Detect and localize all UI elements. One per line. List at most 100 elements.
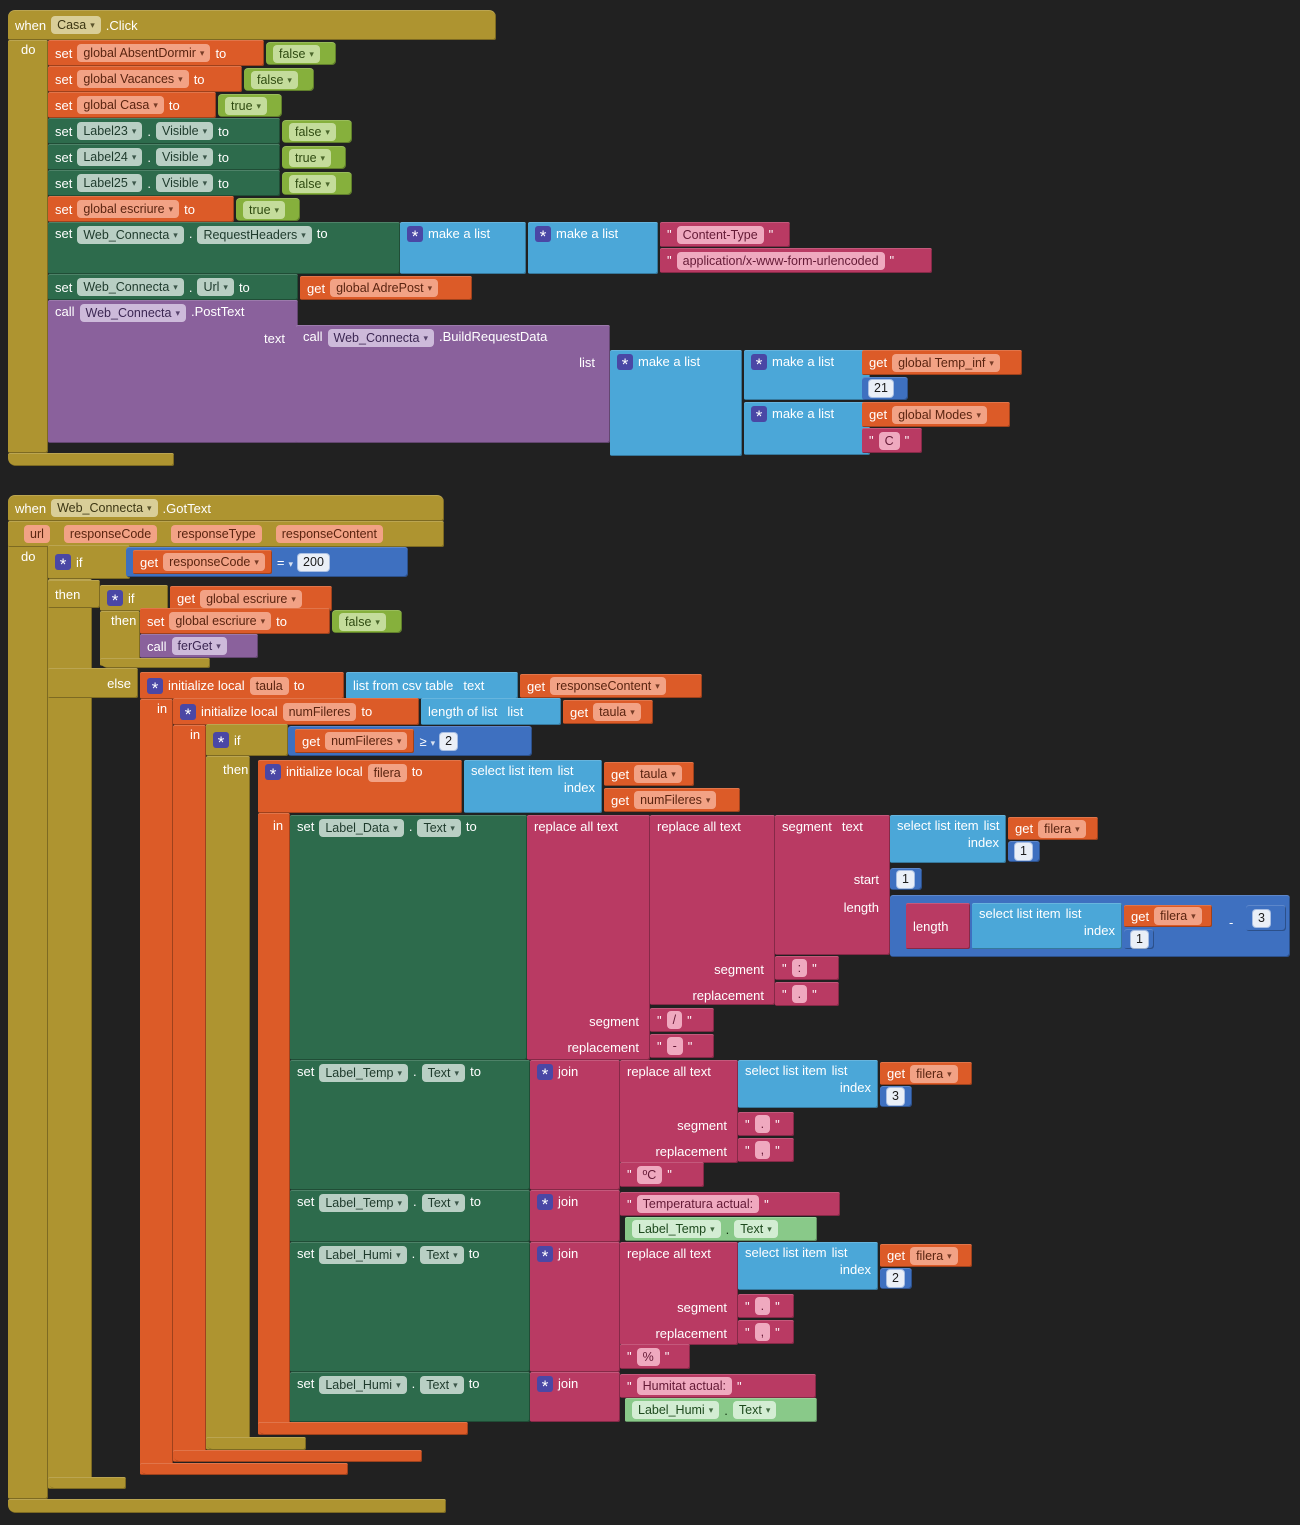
mutator-icon[interactable] [107, 590, 123, 606]
get-labeltemp-text-block[interactable]: Label_Temp . Text [625, 1217, 817, 1241]
param-responsetype[interactable]: responseType [171, 525, 262, 543]
var-dropdown-modes[interactable]: global Modes [892, 405, 987, 424]
false-value-block[interactable]: false [282, 172, 352, 195]
number-2[interactable]: 2 [440, 732, 458, 750]
prop-dropdown-text[interactable]: Text [732, 1401, 777, 1419]
set-labeltemp-text-block[interactable]: set Label_Temp . Text to [290, 1190, 530, 1242]
string-content-type-block[interactable]: " Content-Type " [660, 222, 790, 247]
number-3-block[interactable]: 3 [1246, 905, 1286, 931]
join-block[interactable]: join [530, 1372, 620, 1422]
call-ferget-block[interactable]: call ferGet [140, 634, 258, 658]
string-value[interactable]: C [878, 431, 900, 450]
set-global-escriure-block[interactable]: set global escriure to [48, 196, 234, 222]
select-list-item-block[interactable]: select list item list index [738, 1060, 878, 1108]
var-dropdown-filera[interactable]: filera [1038, 819, 1086, 838]
var-dropdown-numfileres[interactable]: numFileres [634, 791, 717, 809]
init-local-taula-block[interactable]: initialize local taula to [140, 672, 344, 699]
replace-all-text-block[interactable]: replace all text [620, 1060, 738, 1163]
string-urlencoded-block[interactable]: " application/x-www-form-urlencoded " [660, 248, 932, 273]
init-numfileres-column[interactable] [173, 725, 206, 1462]
string-value[interactable]: application/x-www-form-urlencoded [676, 251, 885, 270]
replace-all-text-outer-block[interactable]: replace all text [527, 815, 650, 1060]
string-value[interactable]: . [791, 985, 808, 1003]
false-dropdown[interactable]: false [273, 44, 320, 63]
var-dropdown-filera[interactable]: filera [910, 1064, 958, 1083]
local-name-taula[interactable]: taula [249, 676, 289, 695]
get-taula-block[interactable]: get taula [563, 700, 653, 724]
string-value[interactable]: / [666, 1011, 683, 1029]
string-value[interactable]: : [791, 959, 808, 977]
number-1-block[interactable]: 1 [1124, 929, 1154, 949]
inner-if-bottom-bar[interactable] [100, 658, 210, 668]
when-casa-body-column[interactable] [8, 40, 48, 453]
var-dropdown-filera[interactable]: filera [910, 1246, 958, 1265]
make-a-list-block[interactable]: make a list [610, 350, 742, 456]
string-c-block[interactable]: " C " [862, 428, 922, 453]
prop-dropdown-url[interactable]: Url [197, 278, 234, 296]
select-list-item-block[interactable]: select list item list index [890, 815, 1006, 863]
init-taula-column[interactable] [140, 699, 173, 1475]
var-dropdown-casa[interactable]: global Casa [77, 96, 164, 114]
when-casa-click-block[interactable]: when Casa .Click [8, 10, 496, 40]
component-dropdown-labeltemp[interactable]: Label_Temp [319, 1064, 408, 1082]
set-global-escriure-block[interactable]: set global escriure to [140, 608, 330, 634]
number-1-block[interactable]: 1 [890, 868, 922, 890]
select-list-item-block[interactable]: select list item list index [464, 760, 602, 813]
init-taula-bottom-bar[interactable] [140, 1463, 348, 1475]
string-value[interactable]: , [754, 1141, 771, 1159]
outer-if-bottom-bar[interactable] [48, 1477, 126, 1489]
false-value-block[interactable]: false [282, 120, 352, 143]
false-value-block[interactable]: false [266, 42, 336, 65]
component-dropdown-label25[interactable]: Label25 [77, 174, 143, 192]
param-responsecode[interactable]: responseCode [63, 525, 158, 543]
prop-dropdown-text[interactable]: Text [417, 819, 461, 837]
false-value-block[interactable]: false [244, 68, 314, 91]
var-dropdown-responsecontent[interactable]: responseContent [550, 677, 666, 695]
set-global-absentdormir-block[interactable]: set global AbsentDormir to [48, 40, 264, 66]
string-dot-block[interactable]: " . " [775, 982, 839, 1006]
get-filera-block[interactable]: get filera [880, 1244, 972, 1267]
number-200[interactable]: 200 [298, 553, 329, 571]
make-a-list-block[interactable]: make a list [744, 350, 870, 400]
get-global-escriure-block[interactable]: get global escriure [170, 586, 332, 611]
string-comma-block[interactable]: " , " [738, 1320, 794, 1344]
string-dot-block[interactable]: " . " [738, 1112, 794, 1136]
prop-dropdown-text[interactable]: Text [421, 1194, 466, 1212]
true-value-block[interactable]: true [236, 198, 300, 221]
component-dropdown-labelhumi[interactable]: Label_Humi [319, 1246, 407, 1264]
get-labelhumi-text-block[interactable]: Label_Humi . Text [625, 1398, 817, 1422]
select-list-item-block[interactable]: select list item list index [972, 903, 1122, 949]
set-web-requestheaders-block[interactable]: set Web_Connecta . RequestHeaders to [48, 222, 400, 274]
if-numfileres-column[interactable] [206, 756, 250, 1450]
outer-if-column[interactable] [48, 579, 92, 1489]
get-global-tempinf-block[interactable]: get global Temp_inf [862, 350, 1022, 375]
number-value[interactable]: 1 [897, 870, 914, 888]
component-dropdown-web[interactable]: Web_Connecta [77, 278, 184, 296]
mutator-icon[interactable] [147, 677, 163, 694]
prop-dropdown-visible[interactable]: Visible [156, 148, 214, 166]
make-a-list-block[interactable]: make a list [744, 402, 870, 455]
get-responsecontent-block[interactable]: get responseContent [520, 674, 702, 698]
list-from-csv-block[interactable]: list from csv table text [346, 672, 518, 699]
prop-dropdown-visible[interactable]: Visible [156, 174, 214, 192]
var-dropdown-tempinf[interactable]: global Temp_inf [892, 353, 1000, 372]
init-local-filera-block[interactable]: initialize local filera to [258, 760, 462, 813]
string-degc-block[interactable]: " ºC " [620, 1162, 704, 1187]
mutator-icon[interactable] [537, 1194, 553, 1210]
param-url[interactable]: url [24, 525, 50, 543]
proc-dropdown-ferget[interactable]: ferGet [171, 637, 227, 655]
var-dropdown-escriure[interactable]: global escriure [200, 589, 302, 608]
false-dropdown[interactable]: false [289, 122, 336, 141]
mutator-icon[interactable] [537, 1376, 553, 1392]
prop-dropdown-text[interactable]: Text [734, 1220, 778, 1238]
string-value[interactable]: % [636, 1347, 660, 1366]
prop-dropdown-requestheaders[interactable]: RequestHeaders [197, 226, 312, 244]
set-labelhumi-text-block[interactable]: set Label_Humi . Text to [290, 1242, 530, 1372]
prop-dropdown-visible[interactable]: Visible [156, 122, 214, 140]
get-filera-block[interactable]: get filera [880, 1062, 972, 1085]
when-gottext-bottom-bar[interactable] [8, 1499, 446, 1513]
number-value[interactable]: 1 [1015, 843, 1032, 860]
mutator-icon[interactable] [617, 354, 633, 370]
number-value[interactable]: 2 [887, 1270, 904, 1287]
string-dot-block[interactable]: " . " [738, 1294, 794, 1318]
